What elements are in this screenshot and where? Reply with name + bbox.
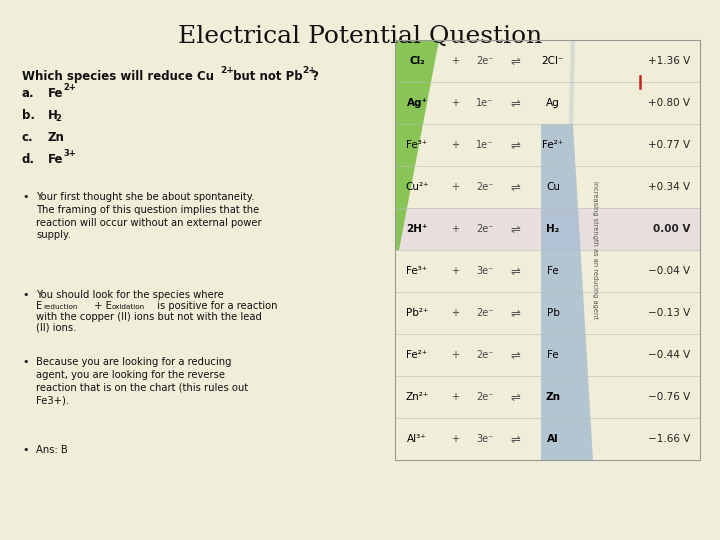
Text: •: •: [22, 192, 29, 202]
Text: Fe²⁺: Fe²⁺: [542, 140, 564, 150]
Text: 2e⁻: 2e⁻: [477, 182, 494, 192]
Text: 2+: 2+: [63, 83, 76, 92]
Text: but not Pb: but not Pb: [229, 70, 302, 83]
Text: +: +: [451, 224, 459, 234]
Text: •: •: [22, 357, 29, 367]
Text: −0.13 V: −0.13 V: [648, 308, 690, 318]
Text: +1.36 V: +1.36 V: [648, 56, 690, 66]
Text: 2e⁻: 2e⁻: [477, 224, 494, 234]
Text: ⇌: ⇌: [510, 348, 520, 361]
Text: +: +: [451, 434, 459, 444]
Text: Fe³⁺: Fe³⁺: [406, 266, 428, 276]
Text: Al³⁺: Al³⁺: [407, 434, 427, 444]
Text: Fe²⁺: Fe²⁺: [406, 350, 428, 360]
Text: ⇌: ⇌: [510, 307, 520, 320]
Text: 0.00 V: 0.00 V: [652, 224, 690, 234]
Text: d.: d.: [22, 153, 35, 166]
Text: with the copper (II) ions but not with the lead: with the copper (II) ions but not with t…: [36, 312, 262, 322]
Text: 2H⁺: 2H⁺: [406, 224, 428, 234]
Text: Al: Al: [547, 434, 559, 444]
Text: 3e⁻: 3e⁻: [477, 434, 494, 444]
Text: Fe: Fe: [48, 153, 63, 166]
Text: b.: b.: [22, 109, 35, 122]
Text: 2Cl⁻: 2Cl⁻: [541, 56, 564, 66]
Text: Zn: Zn: [48, 131, 65, 144]
Text: −1.66 V: −1.66 V: [647, 434, 690, 444]
Text: oxidation: oxidation: [112, 304, 145, 310]
Text: + E: + E: [91, 301, 112, 311]
Text: Your first thought she be about spontaneity.
The framing of this question implie: Your first thought she be about spontane…: [36, 192, 261, 240]
Text: ⇌: ⇌: [510, 97, 520, 110]
Text: Cl₂: Cl₂: [409, 56, 425, 66]
Text: +: +: [451, 350, 459, 360]
Text: Pb²⁺: Pb²⁺: [406, 308, 428, 318]
Bar: [395, 40, 700, 460]
Text: •: •: [22, 290, 29, 300]
Text: −0.04 V: −0.04 V: [648, 266, 690, 276]
Text: Electrical Potential Question: Electrical Potential Question: [178, 25, 542, 48]
Text: Zn²⁺: Zn²⁺: [405, 392, 428, 402]
Text: E: E: [36, 301, 42, 311]
Text: Cu: Cu: [546, 182, 560, 192]
Text: +0.77 V: +0.77 V: [648, 140, 690, 150]
Text: ⇌: ⇌: [510, 138, 520, 152]
Text: ⇌: ⇌: [510, 265, 520, 278]
Text: H: H: [48, 109, 58, 122]
Text: +: +: [451, 392, 459, 402]
Text: Increasing strength as an reducing agent: Increasing strength as an reducing agent: [592, 181, 598, 319]
Text: 1e⁻: 1e⁻: [477, 98, 494, 108]
Text: a.: a.: [22, 87, 35, 100]
Text: ⇌: ⇌: [510, 433, 520, 446]
Text: reduction: reduction: [43, 304, 77, 310]
Text: 2e⁻: 2e⁻: [477, 308, 494, 318]
Text: +: +: [451, 308, 459, 318]
Text: (II) ions.: (II) ions.: [36, 323, 76, 333]
Text: −0.44 V: −0.44 V: [648, 350, 690, 360]
Text: 2e⁻: 2e⁻: [477, 350, 494, 360]
Text: ?: ?: [311, 70, 318, 83]
Text: 3+: 3+: [63, 149, 76, 158]
Text: You should look for the species where: You should look for the species where: [36, 290, 224, 300]
Text: −0.76 V: −0.76 V: [648, 392, 690, 402]
Text: Fe: Fe: [547, 350, 559, 360]
Text: •: •: [22, 445, 29, 455]
Polygon shape: [395, 40, 439, 250]
Text: Cu²⁺: Cu²⁺: [405, 182, 429, 192]
Text: Zn: Zn: [546, 392, 560, 402]
Text: +: +: [451, 98, 459, 108]
Polygon shape: [569, 40, 575, 124]
Text: 2+: 2+: [302, 66, 316, 75]
Text: Fe: Fe: [547, 266, 559, 276]
Text: ⇌: ⇌: [510, 390, 520, 403]
Text: Because you are looking for a reducing
agent, you are looking for the reverse
re: Because you are looking for a reducing a…: [36, 357, 248, 406]
Text: +0.34 V: +0.34 V: [648, 182, 690, 192]
Text: Fe: Fe: [48, 87, 63, 100]
Text: +: +: [451, 140, 459, 150]
Text: ⇌: ⇌: [510, 180, 520, 193]
Text: +0.80 V: +0.80 V: [648, 98, 690, 108]
Text: +: +: [451, 266, 459, 276]
Text: Ag⁺: Ag⁺: [407, 98, 428, 108]
Text: 3e⁻: 3e⁻: [477, 266, 494, 276]
Text: H₂: H₂: [546, 224, 559, 234]
Text: +: +: [451, 56, 459, 66]
Text: 1e⁻: 1e⁻: [477, 140, 494, 150]
Text: ⇌: ⇌: [510, 222, 520, 235]
Text: Ag: Ag: [546, 98, 560, 108]
Text: Fe³⁺: Fe³⁺: [406, 140, 428, 150]
Text: Which species will reduce Cu: Which species will reduce Cu: [22, 70, 214, 83]
Text: 2e⁻: 2e⁻: [477, 56, 494, 66]
Text: 2: 2: [55, 114, 61, 123]
Polygon shape: [541, 124, 593, 460]
Bar: [395, 208, 700, 250]
Text: Pb: Pb: [546, 308, 559, 318]
Text: is positive for a reaction: is positive for a reaction: [154, 301, 277, 311]
Text: 2e⁻: 2e⁻: [477, 392, 494, 402]
Text: 2+: 2+: [220, 66, 234, 75]
Text: c.: c.: [22, 131, 34, 144]
Text: +: +: [451, 182, 459, 192]
Text: ⇌: ⇌: [510, 55, 520, 68]
Text: Ans: B: Ans: B: [36, 445, 68, 455]
